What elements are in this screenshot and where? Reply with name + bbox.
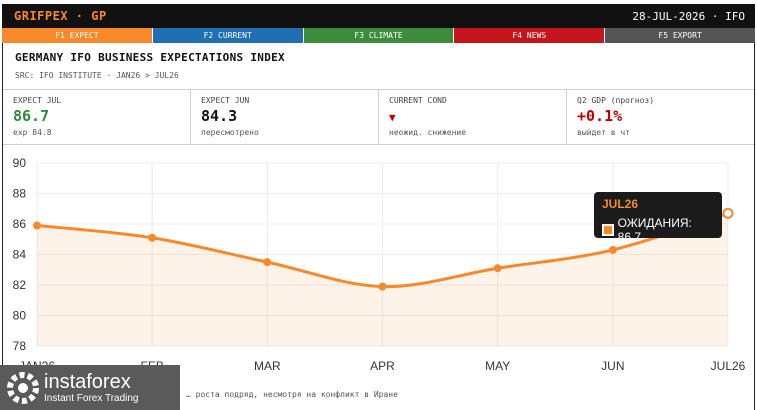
stat-value: +0.1% — [577, 107, 623, 125]
expectations-chart[interactable]: 78808284868890JAN26FEBMARAPRMAYJUNJUL26 — [3, 145, 754, 375]
x-tick-label: JUL26 — [711, 359, 746, 373]
down-arrow-icon: ▼ — [389, 111, 396, 124]
data-point — [378, 282, 387, 291]
tooltip-value: ОЖИДАНИЯ: 86.7 — [617, 216, 692, 244]
x-tick-label: APR — [370, 359, 395, 373]
y-tick-label: 86 — [13, 217, 27, 231]
data-point-highlight — [722, 207, 734, 219]
watermark: instaforex Instant Forex Trading — [0, 365, 180, 410]
stat-value: 86.7 — [13, 107, 50, 125]
data-point — [493, 264, 502, 273]
tab-f4-news[interactable]: F4 NEWS — [454, 28, 606, 43]
stat-label: EXPECT JUL — [13, 96, 62, 105]
y-tick-label: 78 — [13, 339, 27, 353]
y-tick-label: 80 — [13, 309, 27, 323]
data-point — [608, 245, 617, 254]
top-bar: GRIFPEX · GP 28-JUL-2026 · IFO — [2, 4, 755, 28]
tab-f3-climate[interactable]: F3 CLIMATE — [303, 28, 455, 43]
stat-sub: exp 84.8 — [13, 128, 52, 137]
watermark-tagline: Instant Forex Trading — [44, 392, 139, 404]
tooltip-row: ОЖИДАНИЯ: 86.7 — [602, 216, 714, 244]
x-tick-label: MAY — [485, 359, 510, 373]
stat-sub: пересмотрено — [201, 128, 259, 137]
data-point — [263, 258, 272, 267]
stat-sub: выйдет в чт — [577, 128, 630, 137]
x-tick-label: MAR — [254, 359, 281, 373]
stat-label: Q2 GDP (прогноз) — [577, 96, 655, 105]
y-tick-label: 90 — [13, 156, 27, 170]
app-brand: GRIFPEX · GP — [14, 9, 107, 23]
source-line: SRC: IFO INSTITUTE · JAN26 > JUL26 — [15, 71, 179, 80]
stat-expect-jul: EXPECT JUL 86.7 exp 84.8 — [3, 90, 191, 144]
stat-value-wrap: ▼ — [389, 107, 556, 126]
header-date: 28-JUL-2026 · IFO — [632, 9, 745, 23]
main-panel: GERMANY IFO BUSINESS EXPECTATIONS INDEX … — [2, 43, 755, 410]
stat-label: EXPECT JUN — [201, 96, 250, 105]
tooltip-date: JUL26 — [602, 197, 639, 211]
watermark-name: instaforex — [44, 370, 131, 393]
stat-label: CURRENT COND — [389, 96, 447, 105]
instaforex-logo-icon — [7, 371, 39, 404]
stat-expect-jun: EXPECT JUN 84.3 пересмотрено — [191, 90, 379, 144]
y-tick-label: 84 — [13, 248, 27, 262]
stat-value: 84.3 — [201, 107, 238, 125]
series-swatch — [602, 224, 614, 236]
series-area — [37, 213, 728, 346]
data-point — [148, 233, 157, 242]
stat-sub: неожид. снижение — [389, 128, 467, 137]
footer-note: … роста подряд, несмотря на конфликт в И… — [186, 390, 398, 399]
chart-tooltip: JUL26 ОЖИДАНИЯ: 86.7 — [594, 192, 722, 244]
x-tick-label: JUN — [601, 359, 624, 373]
y-tick-label: 88 — [13, 187, 27, 201]
tab-f2-current[interactable]: F2 CURRENT — [152, 28, 304, 43]
tab-f5-export[interactable]: F5 EXPORT — [605, 28, 755, 43]
data-point — [33, 221, 41, 230]
stat-q2-gdp: Q2 GDP (прогноз) +0.1% выйдет в чт — [567, 90, 754, 144]
function-key-bar: F1 EXPECT F2 CURRENT F3 CLIMATE F4 NEWS … — [2, 28, 755, 43]
report-header: GERMANY IFO BUSINESS EXPECTATIONS INDEX … — [15, 51, 285, 80]
tab-f1-expect[interactable]: F1 EXPECT — [2, 28, 153, 43]
y-tick-label: 82 — [13, 278, 27, 292]
page-title: GERMANY IFO BUSINESS EXPECTATIONS INDEX — [15, 51, 285, 64]
stats-strip: EXPECT JUL 86.7 exp 84.8 EXPECT JUN 84.3… — [3, 89, 754, 145]
stat-current-cond: CURRENT COND ▼ неожид. снижение — [379, 90, 567, 144]
